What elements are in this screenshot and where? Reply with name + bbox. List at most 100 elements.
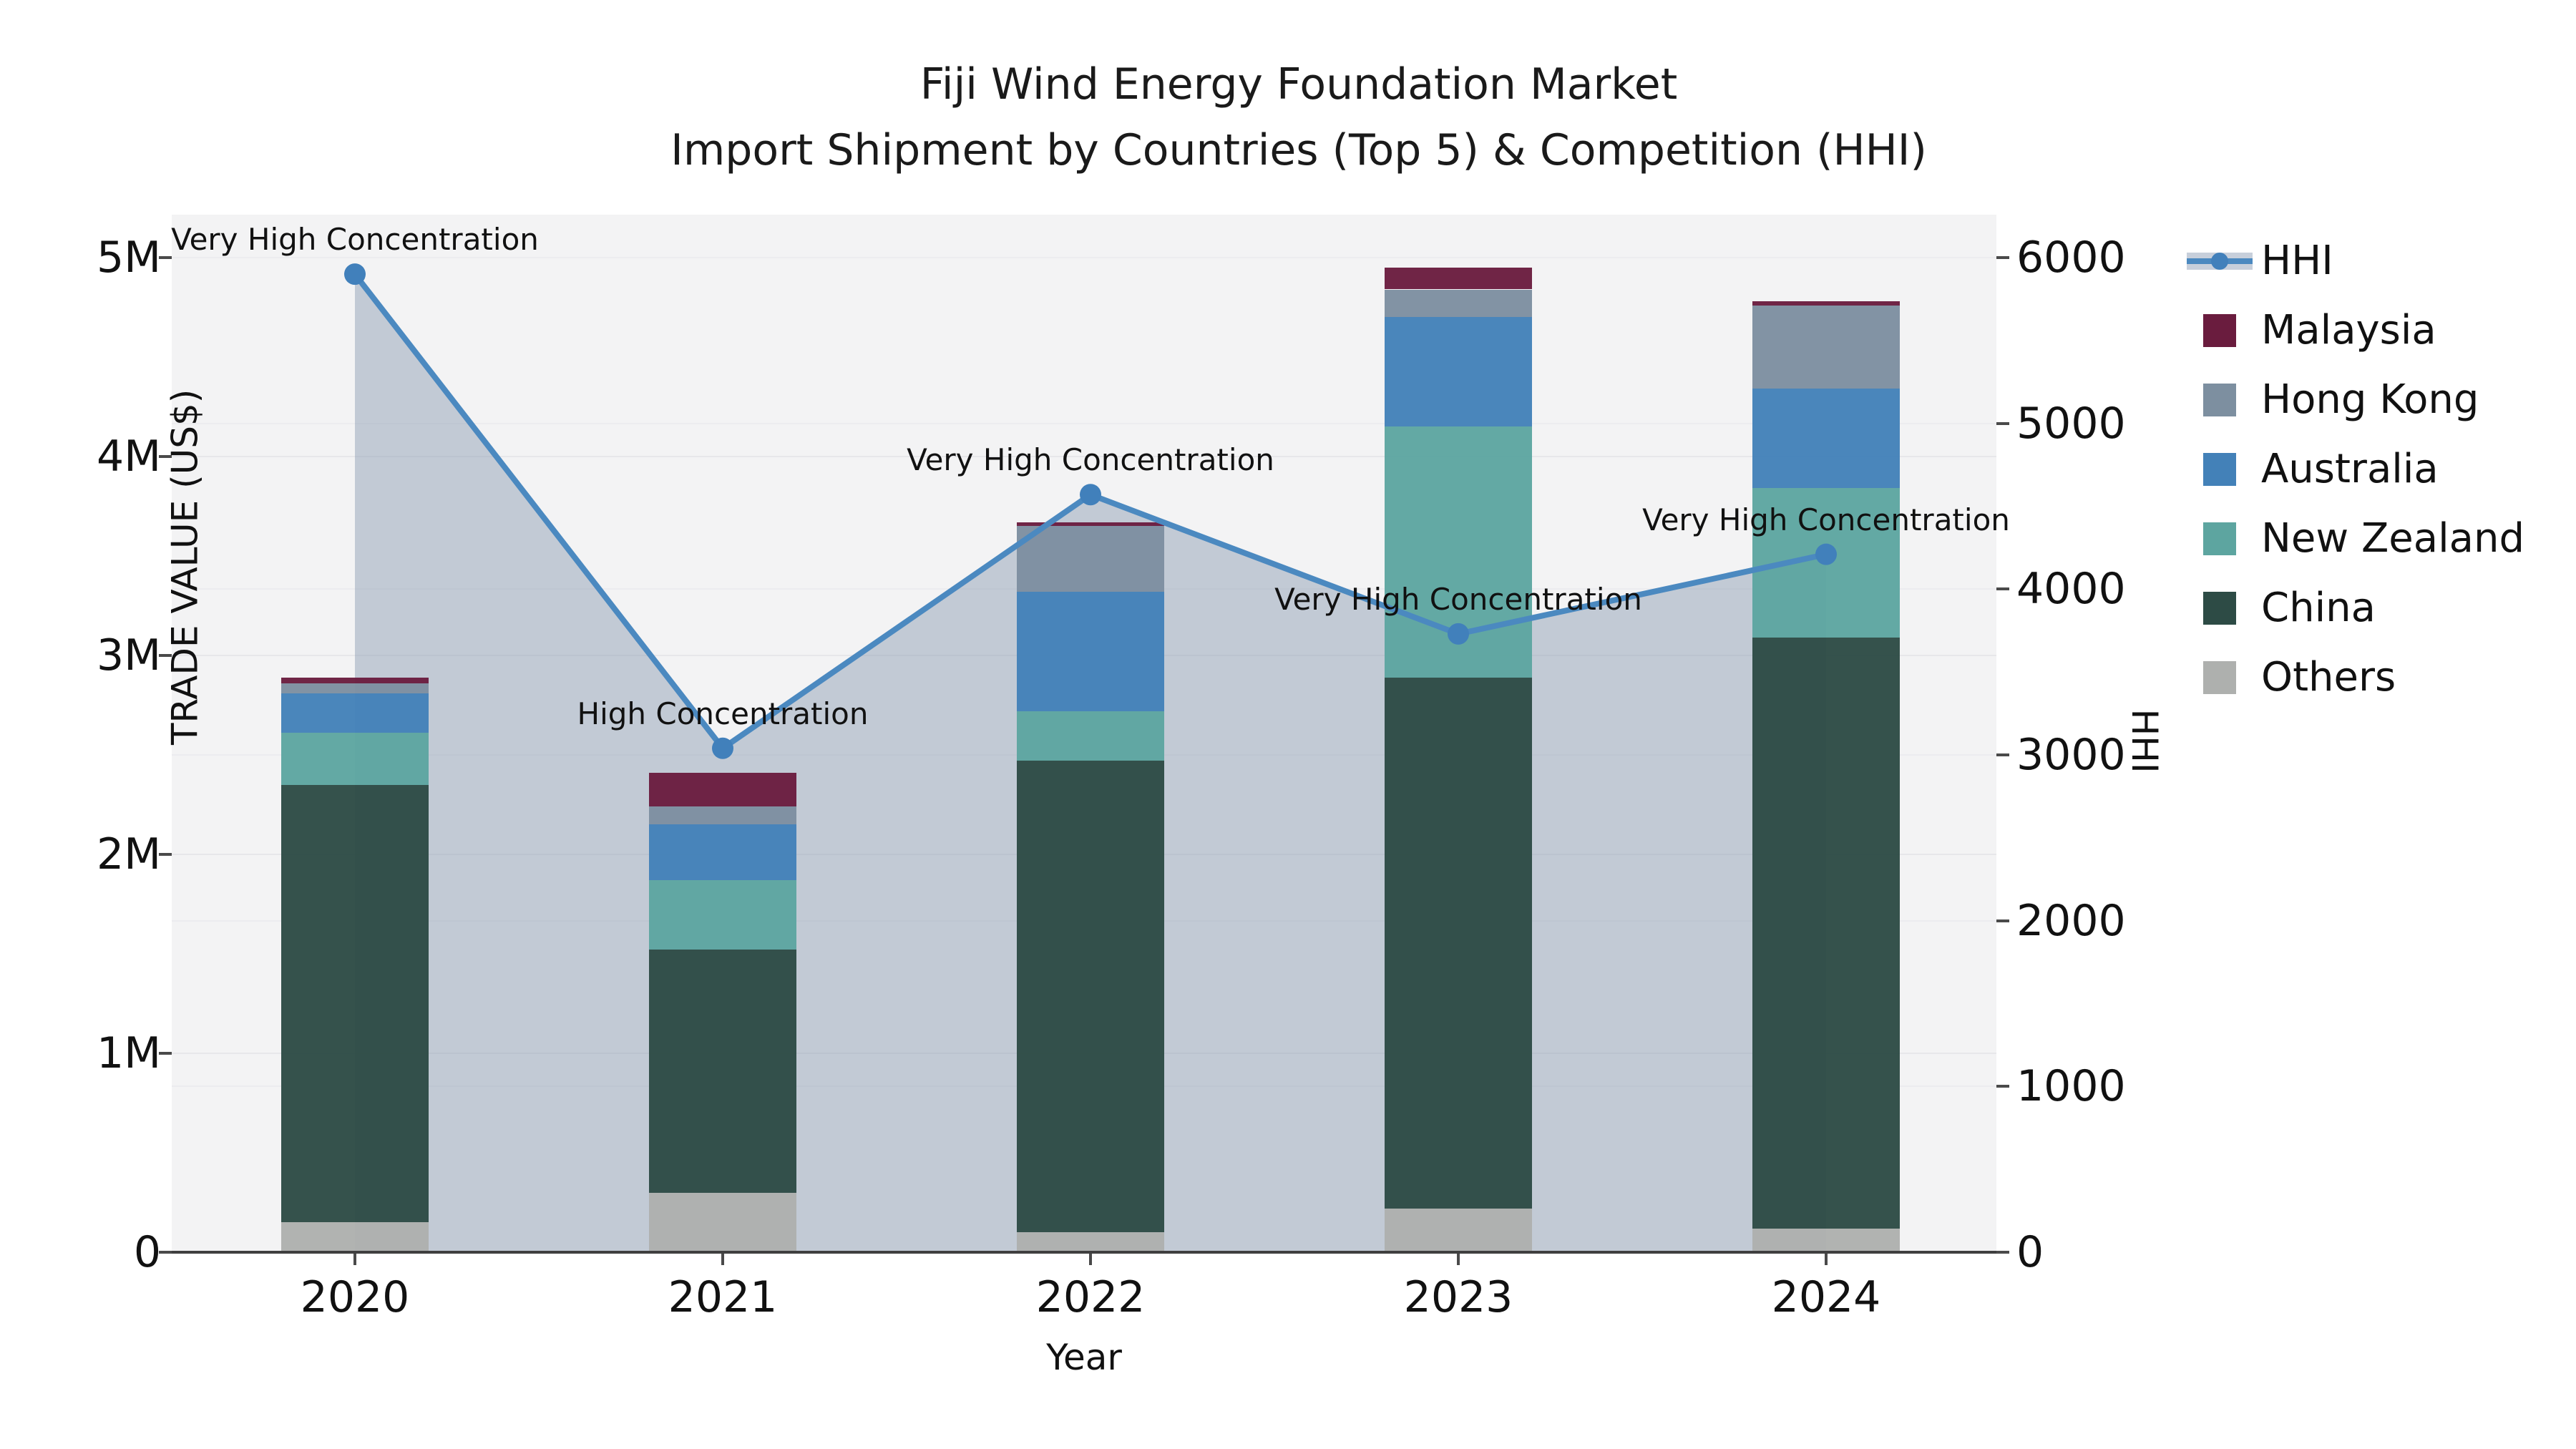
hhi-marker-2021 bbox=[712, 737, 733, 759]
tickmark-left-1 bbox=[159, 1052, 172, 1055]
legend-swatch-hong-kong bbox=[2203, 384, 2236, 416]
bar-segment-2021-new-zealand bbox=[649, 880, 796, 950]
tickmark-right-5 bbox=[1996, 421, 2009, 425]
bar-segment-2020-malaysia bbox=[281, 677, 429, 683]
legend-swatch-others bbox=[2203, 661, 2236, 694]
xtick-2021: 2021 bbox=[668, 1272, 778, 1322]
legend-label-others: Others bbox=[2261, 654, 2396, 701]
ytick-right-2000: 2000 bbox=[2016, 895, 2126, 946]
bar-segment-2024-china bbox=[1752, 637, 1900, 1229]
bar-segment-2023-hong-kong bbox=[1385, 289, 1532, 318]
tickmark-right-4 bbox=[1996, 587, 2009, 591]
bar-segment-2022-others bbox=[1017, 1232, 1164, 1252]
ytick-left-4M: 4M bbox=[97, 431, 161, 482]
tickmark-x-4 bbox=[1825, 1254, 1828, 1265]
hhi-marker-2024 bbox=[1815, 543, 1837, 565]
legend-swatch-new-zealand bbox=[2203, 522, 2236, 555]
legend-label-new-zealand: New Zealand bbox=[2261, 515, 2524, 562]
ytick-left-3M: 3M bbox=[97, 630, 161, 680]
ytick-left-2M: 2M bbox=[97, 829, 161, 879]
bar-segment-2024-hong-kong bbox=[1752, 305, 1900, 389]
bar-segment-2022-australia bbox=[1017, 592, 1164, 711]
x-axis-title: Year bbox=[1046, 1337, 1122, 1378]
hhi-marker-2022 bbox=[1080, 484, 1101, 506]
annotation-2020: Very High Concentration bbox=[171, 222, 539, 258]
annotation-2024: Very High Concentration bbox=[1642, 502, 2010, 537]
bar-segment-2021-hong-kong bbox=[649, 806, 796, 825]
legend-label-hong-kong: Hong Kong bbox=[2261, 376, 2479, 423]
annotation-2022: Very High Concentration bbox=[907, 442, 1274, 478]
legend: HHI Malaysia Hong Kong Australia New Zealand… bbox=[2182, 0, 2576, 1449]
hhi-line-top-layer bbox=[344, 263, 1837, 759]
annotation-2021: High Concentration bbox=[577, 696, 869, 731]
plot-area: Very High Concentration High Concentratio… bbox=[171, 215, 2010, 1252]
ytick-left-0: 0 bbox=[133, 1227, 161, 1277]
bar-segment-2021-china bbox=[649, 950, 796, 1193]
gridline-hhi-6000 bbox=[172, 257, 1996, 258]
ytick-right-5000: 5000 bbox=[2016, 398, 2126, 449]
bar-segment-2020-hong-kong bbox=[281, 683, 429, 693]
xtick-2024: 2024 bbox=[1771, 1272, 1881, 1322]
tickmark-right-2 bbox=[1996, 919, 2009, 922]
chart-title: Fiji Wind Energy Foundation Market Impor… bbox=[670, 52, 1927, 183]
ytick-left-5M: 5M bbox=[97, 233, 161, 283]
tickmark-right-1 bbox=[1996, 1085, 2009, 1088]
tickmark-x-1 bbox=[721, 1254, 724, 1265]
xtick-2022: 2022 bbox=[1035, 1272, 1146, 1322]
ytick-right-4000: 4000 bbox=[2016, 564, 2126, 615]
x-axis-spine bbox=[172, 1251, 1996, 1254]
bar-segment-2021-malaysia bbox=[649, 773, 796, 807]
ytick-left-1M: 1M bbox=[97, 1028, 161, 1078]
legend-swatch-malaysia bbox=[2203, 314, 2236, 347]
bar-segment-2023-australia bbox=[1385, 317, 1532, 427]
legend-swatch-australia bbox=[2203, 453, 2236, 486]
tickmark-x-2 bbox=[1089, 1254, 1092, 1265]
bar-segment-2023-others bbox=[1385, 1208, 1532, 1252]
annotations-layer: Very High Concentration High Concentratio… bbox=[171, 215, 2010, 1252]
bar-segment-2021-others bbox=[649, 1192, 796, 1252]
ytick-right-3000: 3000 bbox=[2016, 730, 2126, 780]
bar-segment-2022-malaysia bbox=[1017, 522, 1164, 527]
bar-segment-2020-australia bbox=[281, 693, 429, 733]
chart-title-line1: Fiji Wind Energy Foundation Market bbox=[919, 59, 1678, 109]
legend-hhi-marker-icon bbox=[2211, 253, 2228, 270]
y-axis-left-title: TRADE VALUE (US$) bbox=[164, 389, 206, 745]
chart-title-line2: Import Shipment by Countries (Top 5) & C… bbox=[670, 125, 1927, 175]
tickmark-x-0 bbox=[353, 1254, 356, 1265]
ytick-right-6000: 6000 bbox=[2016, 233, 2126, 283]
bar-segment-2022-china bbox=[1017, 761, 1164, 1233]
bar-segment-2020-others bbox=[281, 1222, 429, 1252]
tickmark-left-2 bbox=[159, 853, 172, 856]
legend-label-malaysia: Malaysia bbox=[2261, 307, 2436, 353]
gridline-hhi-5000 bbox=[172, 422, 1996, 424]
tickmark-left-4 bbox=[159, 455, 172, 458]
hhi-marker-2023 bbox=[1448, 623, 1469, 645]
bar-segment-2021-australia bbox=[649, 824, 796, 881]
annotation-2023: Very High Concentration bbox=[1274, 581, 1642, 617]
bar-segment-2022-new-zealand bbox=[1017, 711, 1164, 761]
tickmark-left-0 bbox=[159, 1251, 172, 1254]
ytick-right-0: 0 bbox=[2016, 1227, 2044, 1277]
stacked-bars bbox=[172, 215, 1996, 1252]
legend-label-australia: Australia bbox=[2261, 446, 2439, 492]
legend-label-china: China bbox=[2261, 585, 2376, 631]
hhi-marker-2020 bbox=[344, 263, 366, 286]
bar-segment-2024-others bbox=[1752, 1228, 1900, 1252]
tickmark-right-3 bbox=[1996, 753, 2009, 756]
y-axis-right-title: HHI bbox=[2123, 708, 2165, 774]
bar-segment-2023-malaysia bbox=[1385, 267, 1532, 290]
gridline-4M bbox=[172, 456, 1996, 457]
bar-segment-2024-malaysia bbox=[1752, 301, 1900, 306]
legend-swatch-china bbox=[2203, 592, 2236, 625]
bar-segment-2020-china bbox=[281, 784, 429, 1223]
bar-segment-2023-china bbox=[1385, 677, 1532, 1209]
bar-segment-2020-new-zealand bbox=[281, 733, 429, 785]
xtick-2020: 2020 bbox=[300, 1272, 410, 1322]
bar-segment-2024-australia bbox=[1752, 389, 1900, 489]
ytick-right-1000: 1000 bbox=[2016, 1061, 2126, 1112]
tickmark-left-5 bbox=[159, 256, 172, 259]
tickmark-right-0 bbox=[1996, 1251, 2009, 1254]
tickmark-left-3 bbox=[159, 654, 172, 657]
tickmark-right-6 bbox=[1996, 256, 2009, 259]
